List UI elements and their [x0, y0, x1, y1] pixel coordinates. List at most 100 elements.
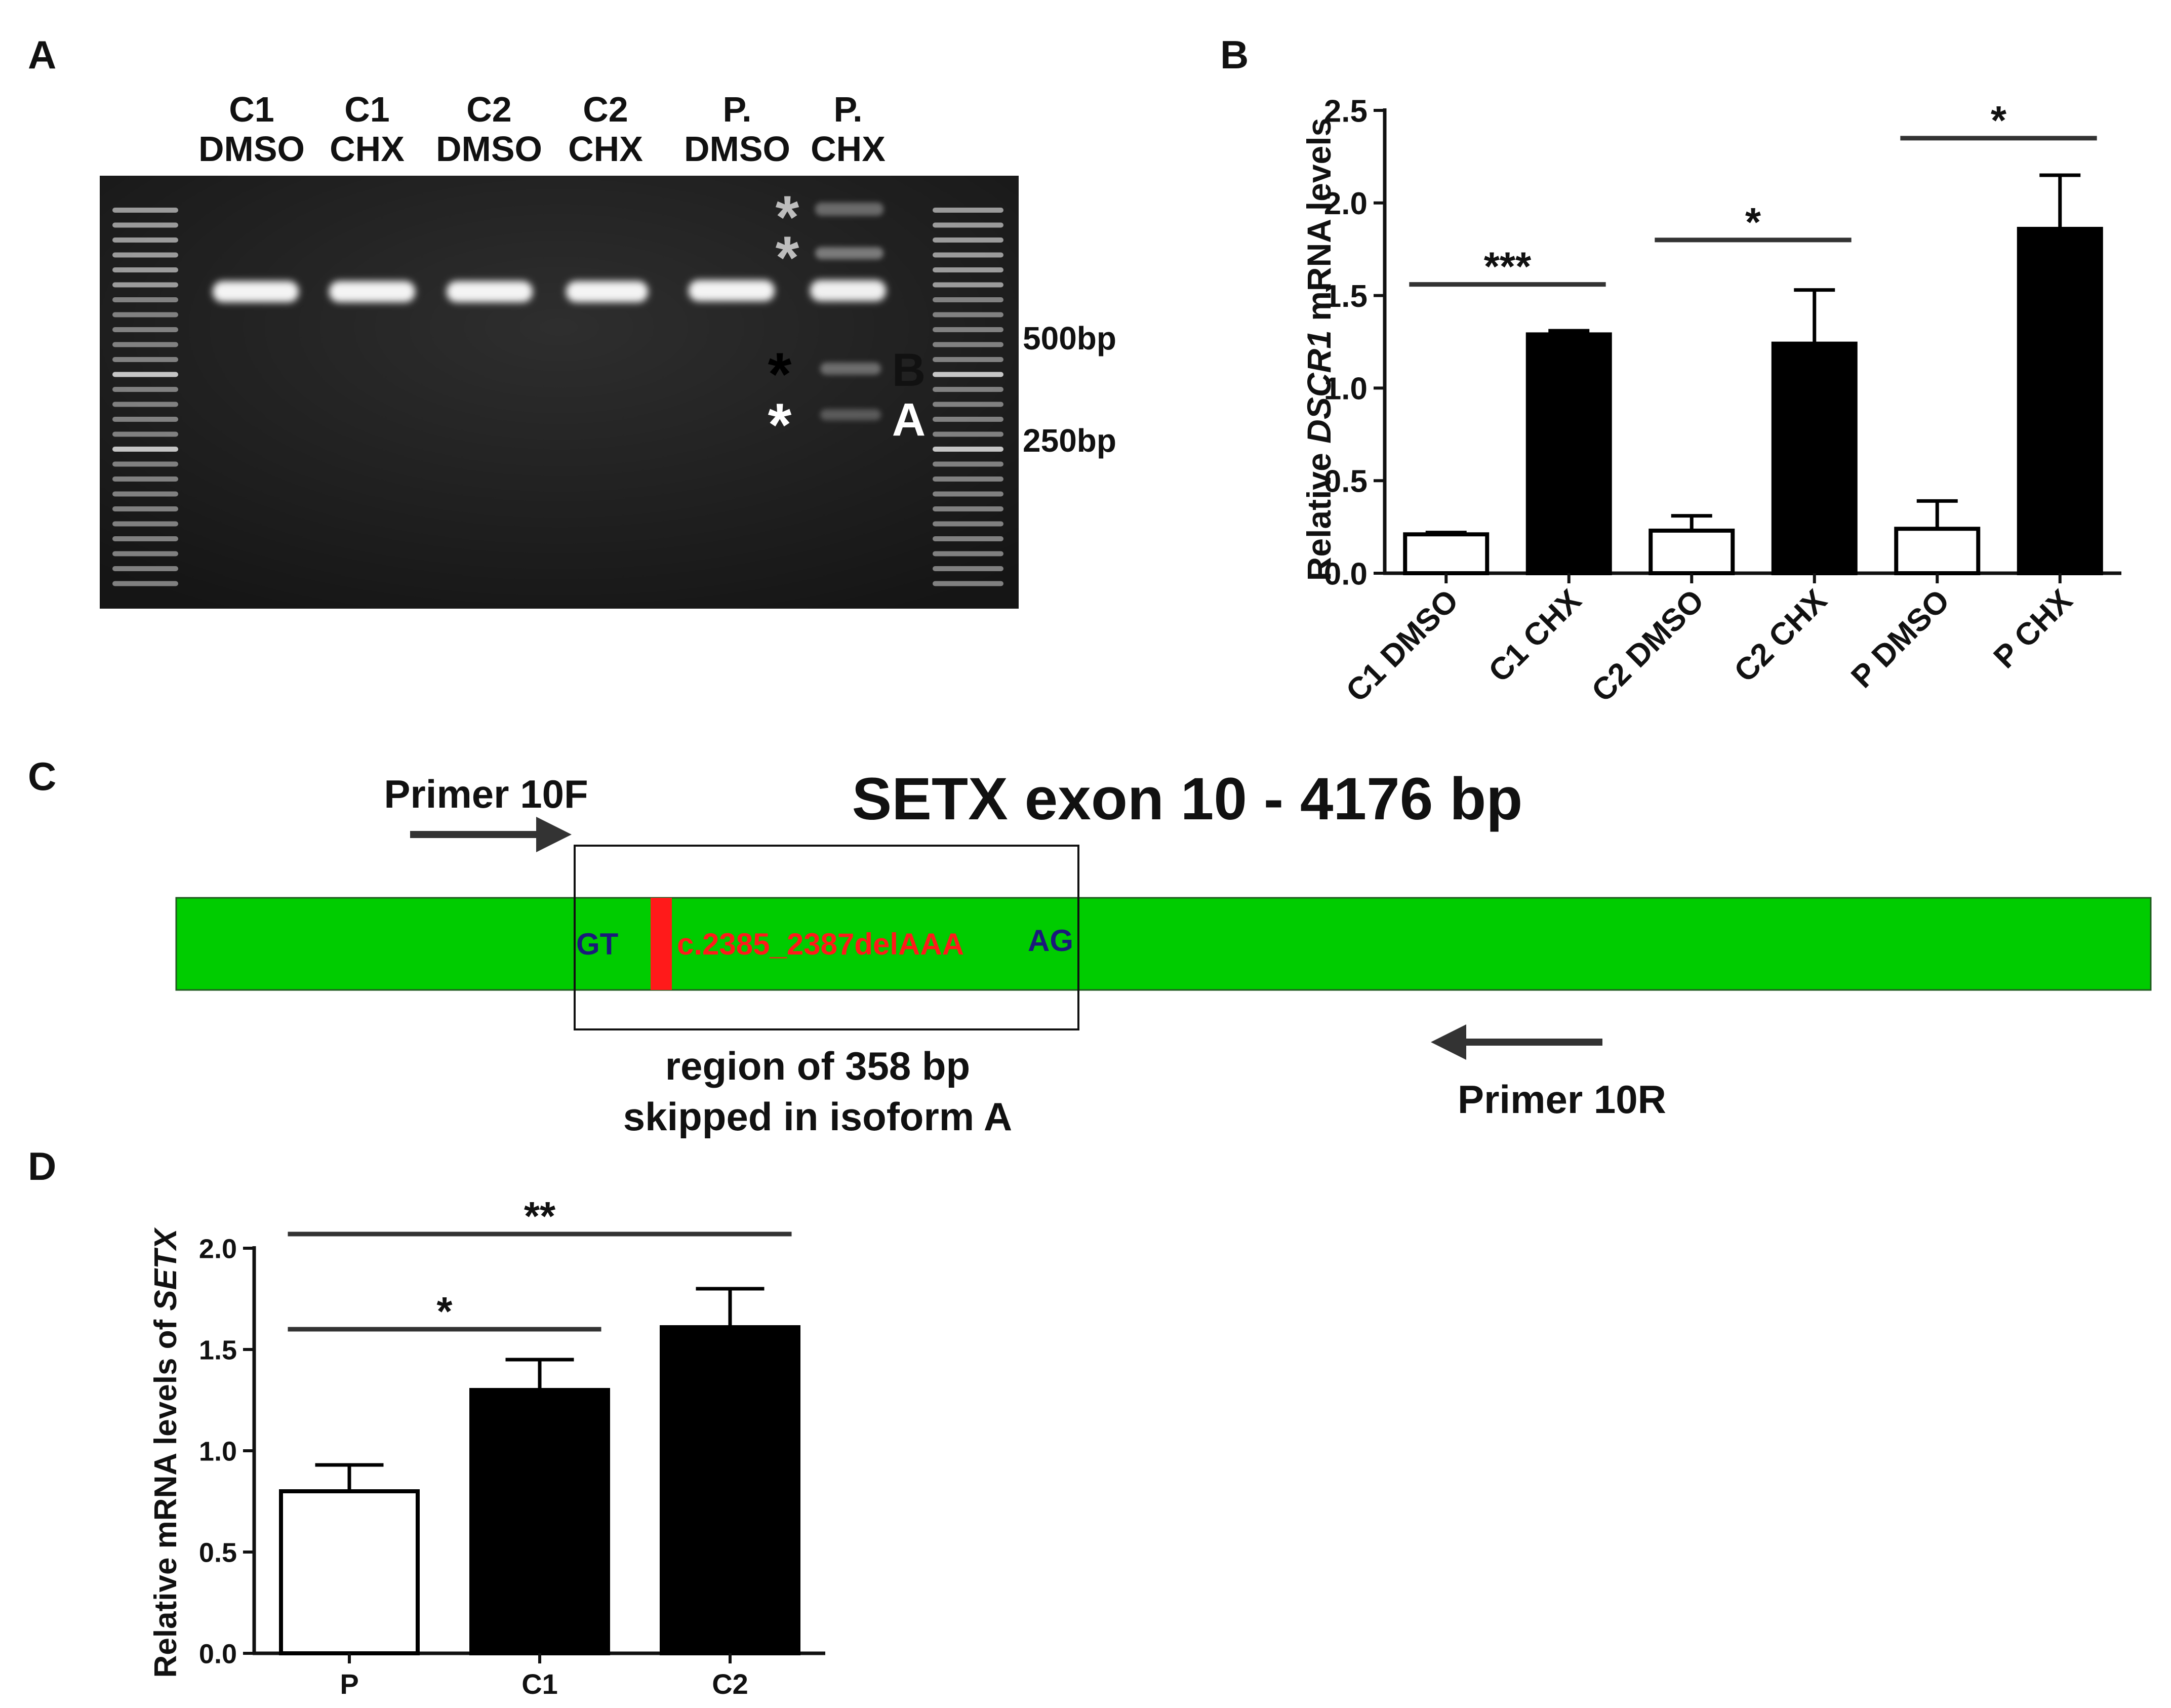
ladder-band — [112, 372, 178, 377]
ladder-band — [112, 536, 178, 541]
ladder-band — [112, 312, 178, 317]
band-lane-4 — [566, 281, 648, 302]
ladder-band — [112, 447, 178, 452]
ladder-band — [933, 222, 1003, 228]
chart-d-bar-c1 — [469, 1388, 610, 1655]
chart-b-category-label: C2 CHX — [1727, 583, 1834, 689]
chart-b-y-tick-label: 2.5 — [1324, 94, 1368, 129]
chart-d-category-label: C1 — [521, 1668, 558, 1700]
ladder-band — [933, 506, 1003, 511]
ladder-band — [112, 417, 178, 422]
chart-d-y-tick-label: 0.5 — [199, 1537, 237, 1568]
dna-ladder-left — [112, 208, 178, 586]
panel-label-c: C — [28, 754, 56, 799]
lane-label-4-top: C2 — [583, 90, 628, 129]
chart-b-category-label: C1 CHX — [1482, 583, 1588, 689]
ladder-band — [112, 581, 178, 586]
band-label-b: B — [892, 344, 926, 396]
ladder-band — [933, 417, 1003, 422]
chart-d-category-label: C2 — [712, 1668, 748, 1700]
chart-b-bar-p-dmso — [1894, 527, 1981, 575]
gel-extra-bands — [815, 203, 883, 420]
ladder-band — [112, 222, 178, 228]
chart-b-y-tick-label: 0.0 — [1324, 557, 1368, 591]
ladder-band — [933, 282, 1003, 288]
marker-250bp: 250bp — [1023, 422, 1116, 459]
ladder-band — [933, 536, 1003, 541]
splice-donor-gt: GT — [576, 927, 618, 961]
ladder-band — [933, 387, 1003, 392]
primer-forward-label: Primer 10F — [384, 772, 588, 816]
region-caption-line-2: skipped in isoform A — [623, 1094, 1013, 1139]
asterisk-upper-1: * — [776, 183, 799, 251]
ladder-band — [112, 476, 178, 482]
band-lane-6-isoform-b — [820, 363, 881, 375]
lane-label-4-bottom: CHX — [568, 129, 643, 169]
chart-d-significance-label: * — [436, 1289, 453, 1334]
panel-label-d: D — [28, 1144, 56, 1188]
ladder-band — [112, 431, 178, 437]
ladder-band — [112, 282, 178, 288]
mutation-label: c.2385_2387delAAA — [677, 927, 964, 961]
ladder-band — [112, 208, 178, 213]
asterisk-band-a: * — [768, 391, 792, 459]
ladder-band — [933, 357, 1003, 362]
chart-b-significance-label: * — [1745, 200, 1761, 245]
ladder-band — [112, 491, 178, 497]
chart-b-y-axis-label: Relative DSCR1 mRNA levels — [1300, 118, 1338, 581]
ladder-band — [112, 506, 178, 511]
ladder-band — [112, 252, 178, 258]
chart-b-y-tick-label: 1.0 — [1324, 372, 1368, 407]
ladder-band — [112, 461, 178, 467]
band-lane-6-upper-1 — [815, 203, 883, 216]
ladder-band — [112, 357, 178, 362]
splice-acceptor-ag: AG — [1028, 924, 1073, 958]
ladder-band — [112, 402, 178, 407]
chart-b-bar-c1-dmso — [1403, 532, 1490, 575]
lane-label-5-bottom: DMSO — [684, 129, 790, 169]
lane-label-3-bottom: DMSO — [436, 129, 542, 169]
chart-d-y-axis-label: Relative mRNA levels of SETX — [148, 1227, 183, 1678]
dna-ladder-right — [933, 208, 1003, 586]
band-label-a: A — [892, 394, 926, 446]
ladder-band — [112, 566, 178, 571]
ladder-band — [112, 521, 178, 527]
lane-label-6-bottom: CHX — [811, 129, 886, 169]
ladder-band — [933, 327, 1003, 332]
chart-d-y-tick-label: 0.0 — [199, 1639, 237, 1669]
ladder-band — [933, 267, 1003, 272]
lane-label-2-bottom: CHX — [330, 129, 405, 169]
diagram-title: SETX exon 10 - 4176 bp — [852, 766, 1523, 832]
chart-b-y-tick-label: 1.5 — [1324, 279, 1368, 314]
chart-b-bar-c2-dmso — [1649, 528, 1735, 575]
dscr1-bar-chart: Relative DSCR1 mRNA levels 0.0 0.5 1.0 1.5 2… — [1300, 94, 2121, 709]
lane-label-1-top: C1 — [229, 90, 274, 129]
ladder-band — [112, 327, 178, 332]
band-lane-2 — [329, 281, 415, 302]
chart-b-y-tick-label: 2.0 — [1324, 186, 1368, 221]
ladder-band — [933, 551, 1003, 557]
chart-d-category-label: P — [340, 1668, 358, 1700]
ladder-band — [933, 491, 1003, 497]
ladder-band — [933, 297, 1003, 302]
ladder-band — [933, 252, 1003, 258]
band-lane-1 — [213, 281, 299, 302]
ladder-band — [112, 342, 178, 347]
ladder-band — [112, 297, 178, 302]
chart-d-y-tick-label: 1.5 — [199, 1335, 237, 1365]
ladder-band — [933, 431, 1003, 437]
chart-b-significance-label: * — [1991, 98, 2007, 143]
ladder-band — [933, 521, 1003, 527]
gel-background — [100, 176, 1019, 609]
gel-image: * * * * B A — [100, 176, 1019, 609]
ladder-band — [933, 342, 1003, 347]
ladder-band — [112, 551, 178, 557]
region-caption-line-1: region of 358 bp — [665, 1044, 970, 1088]
panel-label-b: B — [1220, 32, 1249, 77]
chart-b-bar-p-chx — [2017, 226, 2103, 575]
chart-b-category-label: P DMSO — [1844, 583, 1956, 695]
ladder-band — [933, 447, 1003, 452]
band-lane-3 — [447, 281, 533, 302]
chart-d-y-tick-label: 1.0 — [199, 1436, 237, 1466]
chart-b-bar-c2-chx — [1771, 341, 1858, 575]
